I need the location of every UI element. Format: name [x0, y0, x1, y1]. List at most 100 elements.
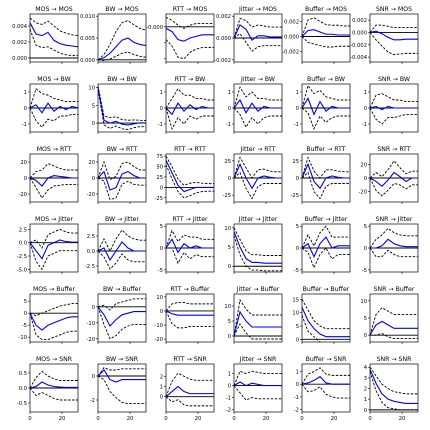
- panel-frame: [29, 13, 79, 63]
- irf-panel: Jitter → Jitter 0 5 10: [224, 216, 283, 274]
- y-tick-label: 5: [160, 224, 163, 230]
- lower-band-line: [302, 247, 350, 269]
- x-tick-label: 0: [368, 416, 371, 422]
- irf-line: [166, 385, 214, 398]
- y-tick-label: -1: [226, 396, 231, 402]
- y-tick-label: 0: [160, 309, 163, 315]
- panel-title: SNR → BW: [378, 76, 410, 83]
- lower-band-line: [234, 107, 282, 129]
- lower-band-line: [370, 332, 418, 340]
- irf-panel: SNR → Jitter -5 0 5: [362, 216, 419, 274]
- y-tick-label: -0.002: [282, 50, 299, 56]
- y-tick-label: -1: [158, 122, 163, 128]
- upper-band-line: [302, 299, 350, 330]
- y-tick-label: 0: [228, 106, 231, 112]
- irf-line: [234, 310, 282, 337]
- irf-line: [370, 105, 418, 111]
- y-tick-label: 0: [160, 106, 163, 112]
- y-tick-label: 0: [92, 305, 95, 311]
- irf-line: [30, 175, 78, 187]
- panel-title: SNR → MOS: [376, 6, 412, 13]
- y-tick-label: -5: [362, 268, 367, 274]
- y-tick-label: 2.5: [19, 227, 27, 233]
- upper-band-line: [302, 367, 350, 385]
- y-tick-label: 25: [156, 175, 163, 181]
- y-tick-label: 0.000: [12, 56, 27, 62]
- y-tick-label: 0: [92, 121, 95, 127]
- upper-band-line: [166, 229, 214, 249]
- y-tick-label: -2.5: [17, 254, 27, 260]
- y-tick-label: 0.000: [216, 36, 231, 42]
- irf-line: [30, 312, 78, 331]
- panel-title: Jitter → BW: [240, 76, 275, 83]
- panel-title: Buffer → RTT: [306, 146, 345, 153]
- panel-title: Buffer → SNR: [306, 356, 347, 363]
- irf-panel: RTT → Buffer -20 -10 0 10: [155, 286, 215, 344]
- lower-band-line: [30, 387, 78, 401]
- irf-panel: Jitter → RTT -25 0 25: [223, 146, 283, 204]
- irf-panel: RTT → Jitter -5 0 5: [158, 216, 215, 274]
- panel-frame: [165, 363, 215, 413]
- irf-line: [166, 238, 214, 254]
- y-tick-label: -25: [223, 193, 231, 199]
- upper-band-line: [98, 85, 146, 122]
- panel-frame: [301, 363, 351, 413]
- irf-line: [30, 239, 78, 260]
- y-tick-label: 10: [360, 299, 367, 305]
- panel-title: Jitter → RTT: [239, 146, 275, 153]
- irf-line: [234, 162, 282, 190]
- irf-line: [370, 238, 418, 249]
- irf-line: [98, 241, 146, 262]
- irf-line: [234, 231, 282, 264]
- lower-band-line: [302, 171, 350, 200]
- y-tick-label: -10: [19, 335, 27, 341]
- irf-panel: MOS → MOS 0.000 0.002 0.004: [12, 6, 79, 64]
- irf-panel: Buffer → MOS -0.002 0.000 0.002: [282, 6, 351, 64]
- y-tick-label: 0: [92, 176, 95, 182]
- panel-frame: [233, 223, 283, 273]
- upper-band-line: [234, 17, 282, 39]
- x-tick-label: 20: [59, 416, 66, 422]
- irf-line: [98, 369, 146, 383]
- irf-panel: MOS → RTT -20 0 20: [19, 146, 79, 204]
- y-tick-label: 0: [296, 382, 299, 388]
- y-tick-label: -2: [226, 408, 231, 414]
- y-tick-label: 0.5: [19, 371, 27, 377]
- irf-line: [234, 98, 282, 114]
- irf-panel: MOS → Buffer -10 -5 0 5: [19, 286, 79, 344]
- y-tick-label: 0: [24, 106, 27, 112]
- upper-band-line: [166, 302, 214, 312]
- y-tick-label: 1: [364, 90, 367, 96]
- upper-band-line: [98, 160, 146, 181]
- irf-panel: SNR → MOS -0.004 -0.002 0.000 0.002: [350, 6, 419, 64]
- panel-title: Buffer → Jitter: [305, 216, 348, 223]
- lower-band-line: [98, 89, 146, 130]
- irf-line: [370, 171, 418, 187]
- y-tick-label: -25: [155, 196, 163, 202]
- y-tick-label: 20: [88, 160, 95, 166]
- panel-title: Jitter → Buffer: [236, 286, 280, 293]
- irf-line: [302, 236, 350, 259]
- panel-frame: [233, 363, 283, 413]
- y-tick-label: 0: [364, 333, 367, 339]
- y-tick-label: -0.002: [350, 43, 367, 49]
- panel-title: RTT → MOS: [173, 6, 208, 13]
- irf-line: [166, 160, 214, 193]
- lower-band-line: [166, 164, 214, 199]
- y-tick-label: 0.000: [284, 35, 299, 41]
- y-tick-label: 0: [364, 246, 367, 252]
- y-tick-label: 5: [296, 224, 299, 230]
- lower-band-line: [234, 171, 282, 200]
- y-tick-label: -25: [291, 193, 299, 199]
- lower-band-line: [98, 177, 146, 201]
- y-tick-label: 15: [292, 297, 299, 303]
- upper-band-line: [166, 155, 214, 186]
- y-tick-label: 1: [160, 384, 163, 390]
- y-tick-label: 0: [364, 106, 367, 112]
- y-tick-label: -2: [90, 398, 95, 404]
- panel-title: Buffer → MOS: [305, 6, 347, 13]
- lower-band-line: [302, 383, 350, 399]
- upper-band-line: [98, 20, 146, 61]
- panel-frame: [165, 293, 215, 343]
